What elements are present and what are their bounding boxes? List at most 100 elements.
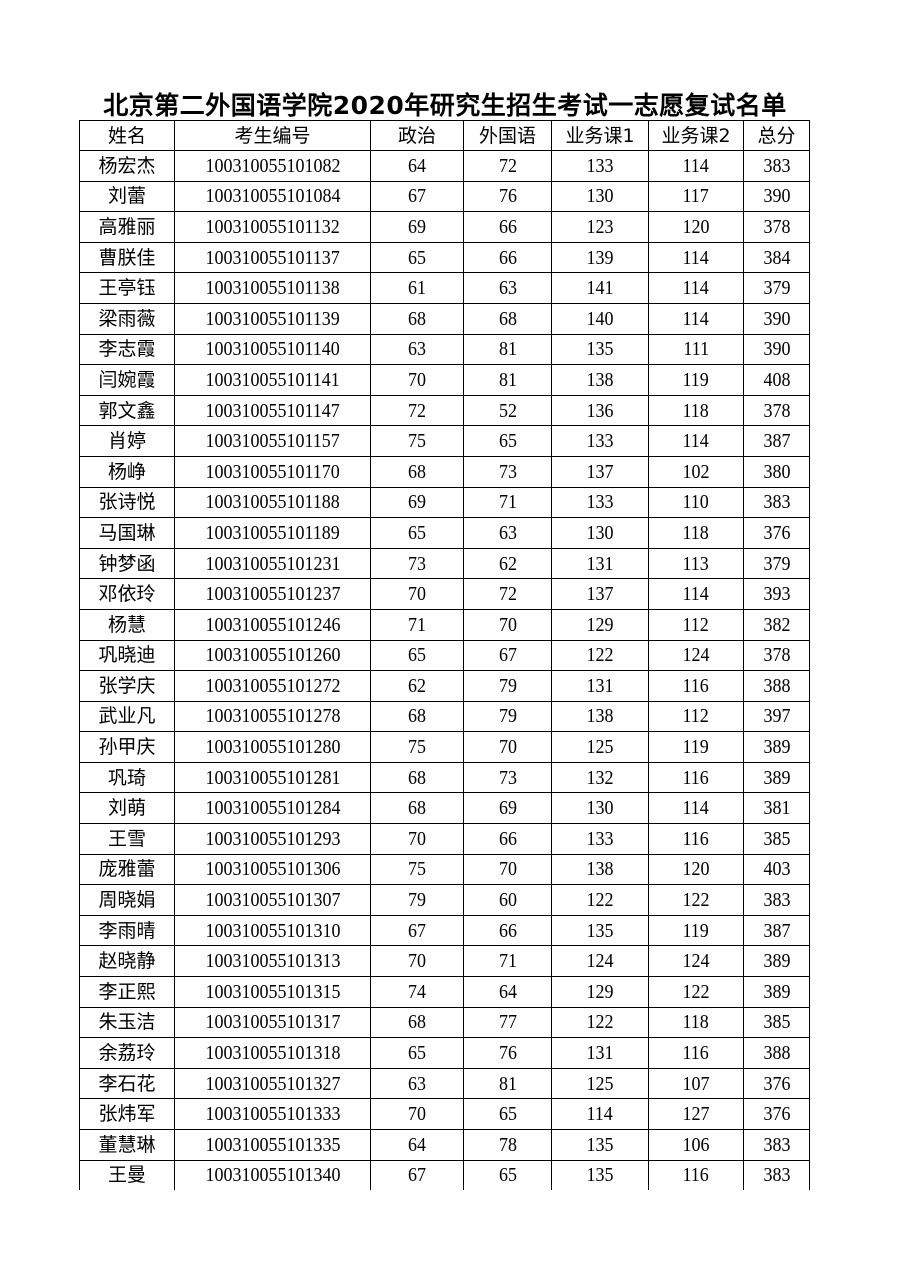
cell-subject-1: 131 bbox=[551, 670, 649, 702]
cell-foreign-language: 68 bbox=[463, 302, 552, 335]
table-row: 李正熙 100310055101315 74 64 129 122 389 bbox=[79, 976, 810, 1008]
cell-subject-1-value: 122 bbox=[586, 889, 614, 912]
cell-candidate-id-value: 100310055101281 bbox=[205, 766, 340, 789]
cell-foreign-language: 66 bbox=[463, 914, 552, 947]
cell-candidate-id-value: 100310055101317 bbox=[205, 1011, 340, 1034]
cell-total: 378 bbox=[743, 639, 810, 672]
cell-subject-2: 124 bbox=[648, 639, 744, 672]
cell-subject-2-value: 114 bbox=[682, 154, 710, 177]
cell-subject-2-value: 118 bbox=[682, 399, 710, 422]
cell-subject-1-value: 125 bbox=[586, 736, 614, 759]
cell-politics: 62 bbox=[370, 670, 464, 702]
cell-subject-1: 130 bbox=[551, 517, 649, 549]
cell-subject-2: 122 bbox=[648, 976, 744, 1008]
cell-subject-1-value: 137 bbox=[586, 460, 614, 483]
cell-subject-1-value: 123 bbox=[586, 215, 614, 238]
cell-total-value: 387 bbox=[763, 430, 790, 453]
cell-subject-1: 136 bbox=[551, 394, 649, 427]
cell-foreign-language: 69 bbox=[463, 792, 552, 825]
cell-candidate-id: 100310055101141 bbox=[174, 364, 371, 396]
cell-total: 389 bbox=[743, 761, 810, 794]
cell-total: 381 bbox=[743, 792, 810, 825]
table-row: 梁雨薇 100310055101139 68 68 140 114 390 bbox=[79, 302, 810, 335]
cell-foreign-language: 76 bbox=[463, 1037, 552, 1069]
cell-subject-1: 130 bbox=[551, 180, 649, 213]
cell-total-value: 378 bbox=[763, 215, 790, 238]
cell-foreign-language-value: 66 bbox=[498, 919, 517, 942]
cell-foreign-language: 62 bbox=[463, 547, 552, 580]
cell-candidate-id-value: 100310055101170 bbox=[205, 460, 340, 483]
cell-candidate-id-value: 100310055101335 bbox=[205, 1133, 340, 1156]
cell-name: 李正熙 bbox=[79, 976, 175, 1008]
cell-total-value: 390 bbox=[763, 185, 790, 208]
cell-foreign-language-value: 76 bbox=[498, 1042, 517, 1065]
cell-subject-2: 114 bbox=[648, 425, 744, 457]
cell-total-value: 383 bbox=[763, 1164, 790, 1187]
cell-name: 王亭钰 bbox=[79, 272, 175, 304]
cell-total: 389 bbox=[743, 731, 810, 763]
cell-total-value: 393 bbox=[763, 583, 790, 606]
cell-name: 张学庆 bbox=[79, 670, 175, 702]
cell-total-value: 381 bbox=[763, 797, 790, 820]
cell-politics-value: 68 bbox=[408, 307, 426, 330]
cell-subject-2: 119 bbox=[648, 364, 744, 396]
cell-subject-1: 138 bbox=[551, 700, 649, 733]
cell-subject-1-value: 125 bbox=[586, 1072, 614, 1095]
cell-candidate-id: 100310055101170 bbox=[174, 455, 371, 488]
cell-subject-1-value: 114 bbox=[586, 1103, 614, 1126]
cell-subject-1-value: 137 bbox=[586, 583, 614, 606]
cell-politics-value: 67 bbox=[408, 185, 426, 208]
cell-candidate-id: 100310055101315 bbox=[174, 976, 371, 1008]
cell-total: 390 bbox=[743, 180, 810, 213]
cell-subject-1: 114 bbox=[551, 1098, 649, 1130]
cell-subject-2: 124 bbox=[648, 945, 744, 978]
cell-candidate-id-value: 100310055101237 bbox=[205, 583, 340, 606]
cell-subject-2-value: 122 bbox=[682, 889, 710, 912]
cell-candidate-id-value: 100310055101284 bbox=[205, 797, 340, 820]
table-row: 李志霞 100310055101140 63 81 135 111 390 bbox=[79, 333, 810, 366]
cell-subject-1-value: 122 bbox=[586, 1011, 614, 1034]
cell-politics: 67 bbox=[370, 180, 464, 213]
cell-candidate-id: 100310055101335 bbox=[174, 1129, 371, 1161]
header-subject-2: 业务课2 bbox=[648, 120, 744, 151]
cell-subject-2-value: 110 bbox=[682, 491, 710, 514]
cell-subject-1: 132 bbox=[551, 761, 649, 794]
header-total: 总分 bbox=[743, 120, 810, 151]
cell-name: 王曼 bbox=[79, 1159, 175, 1191]
cell-foreign-language-value: 63 bbox=[498, 521, 517, 544]
cell-subject-2: 107 bbox=[648, 1067, 744, 1100]
cell-politics: 74 bbox=[370, 976, 464, 1008]
cell-foreign-language-value: 81 bbox=[498, 1072, 517, 1095]
cell-foreign-language: 66 bbox=[463, 241, 552, 274]
cell-candidate-id-value: 100310055101147 bbox=[205, 399, 340, 422]
cell-candidate-id: 100310055101237 bbox=[174, 578, 371, 610]
cell-subject-1: 122 bbox=[551, 1006, 649, 1039]
cell-subject-1: 123 bbox=[551, 211, 649, 243]
header-candidate-id: 考生编号 bbox=[174, 120, 371, 151]
cell-candidate-id: 100310055101340 bbox=[174, 1159, 371, 1191]
cell-candidate-id: 100310055101231 bbox=[174, 547, 371, 580]
cell-candidate-id-value: 100310055101141 bbox=[205, 368, 340, 391]
cell-candidate-id-value: 100310055101318 bbox=[205, 1042, 340, 1065]
cell-total: 380 bbox=[743, 455, 810, 488]
cell-total: 390 bbox=[743, 302, 810, 335]
cell-subject-1-value: 122 bbox=[586, 644, 614, 667]
cell-foreign-language: 70 bbox=[463, 608, 552, 641]
cell-candidate-id-value: 100310055101137 bbox=[205, 246, 340, 269]
cell-politics: 79 bbox=[370, 884, 464, 916]
cell-candidate-id-value: 100310055101138 bbox=[205, 277, 340, 300]
cell-candidate-id: 100310055101313 bbox=[174, 945, 371, 978]
cell-politics: 69 bbox=[370, 211, 464, 243]
cell-subject-2-value: 102 bbox=[682, 460, 710, 483]
cell-politics: 68 bbox=[370, 1006, 464, 1039]
cell-total: 376 bbox=[743, 517, 810, 549]
cell-name: 高雅丽 bbox=[79, 211, 175, 243]
cell-candidate-id-value: 100310055101246 bbox=[205, 613, 340, 636]
cell-subject-1-value: 135 bbox=[586, 1133, 614, 1156]
cell-politics-value: 79 bbox=[408, 889, 426, 912]
cell-politics-value: 68 bbox=[408, 797, 426, 820]
cell-politics: 64 bbox=[370, 1129, 464, 1161]
table-row: 武业凡 100310055101278 68 79 138 112 397 bbox=[79, 700, 810, 733]
cell-foreign-language-value: 66 bbox=[498, 827, 517, 850]
cell-politics: 65 bbox=[370, 517, 464, 549]
